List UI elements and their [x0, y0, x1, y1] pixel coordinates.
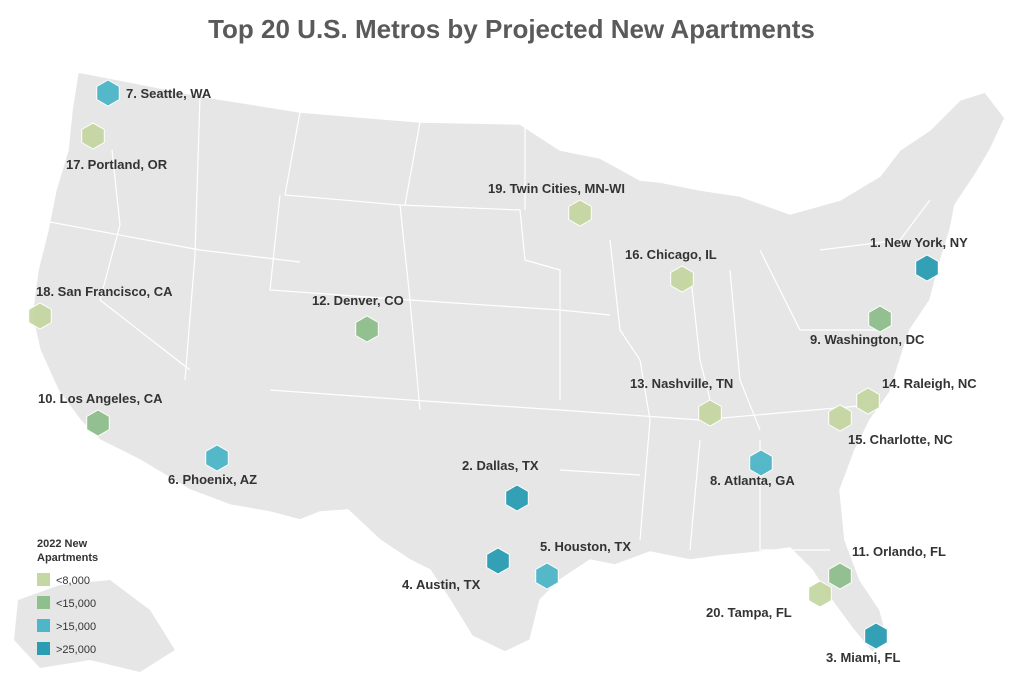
metro-label: 19. Twin Cities, MN-WI — [488, 181, 625, 196]
metro-label: 4. Austin, TX — [402, 577, 481, 592]
metro-label: 15. Charlotte, NC — [848, 432, 953, 447]
metro-marker — [828, 562, 852, 590]
us-landmass — [31, 71, 1006, 654]
metro-marker — [96, 79, 120, 107]
metro-label: 9. Washington, DC — [810, 332, 925, 347]
legend-label: <15,000 — [56, 598, 96, 610]
metro-label: 2. Dallas, TX — [462, 458, 539, 473]
metro-label: 16. Chicago, IL — [625, 247, 717, 262]
metro-label: 11. Orlando, FL — [852, 544, 946, 559]
legend-title-line2: Apartments — [37, 552, 98, 564]
legend-label: >15,000 — [56, 621, 96, 633]
metro-label: 7. Seattle, WA — [126, 86, 212, 101]
legend-swatch — [37, 596, 50, 609]
metro-marker — [698, 399, 722, 427]
metro-labels: 1. New York, NY 2. Dallas, TX 3. Miami, FL… — [36, 86, 977, 665]
legend: 2022 New Apartments <8,000 <15,000 >15,0… — [37, 538, 98, 656]
legend-swatch — [37, 619, 50, 632]
metro-label: 10. Los Angeles, CA — [38, 391, 163, 406]
metro-marker — [749, 449, 773, 477]
map-title: Top 20 U.S. Metros by Projected New Apar… — [208, 14, 815, 44]
legend-swatch — [37, 642, 50, 655]
metro-label: 6. Phoenix, AZ — [168, 472, 257, 487]
metro-marker — [864, 622, 888, 650]
metro-marker — [486, 547, 510, 575]
metro-label: 18. San Francisco, CA — [36, 284, 173, 299]
metro-marker — [205, 444, 229, 472]
metro-marker — [828, 404, 852, 432]
metro-marker — [915, 254, 939, 282]
alaska-landmass — [14, 580, 175, 672]
metro-label: 13. Nashville, TN — [630, 376, 733, 391]
metro-marker — [868, 305, 892, 333]
metro-marker — [81, 122, 105, 150]
metro-markers — [28, 79, 939, 650]
metro-label: 3. Miami, FL — [826, 650, 900, 665]
metro-marker — [86, 409, 110, 437]
state-borders — [49, 95, 931, 551]
metro-marker — [670, 265, 694, 293]
metro-marker — [568, 199, 592, 227]
metro-marker — [535, 562, 559, 590]
metro-label: 5. Houston, TX — [540, 539, 631, 554]
metro-label: 17. Portland, OR — [66, 157, 168, 172]
metro-label: 12. Denver, CO — [312, 293, 404, 308]
metro-marker — [355, 315, 379, 343]
legend-title-line1: 2022 New — [37, 538, 88, 550]
legend-swatch — [37, 573, 50, 586]
legend-label: >25,000 — [56, 644, 96, 656]
metro-label: 8. Atlanta, GA — [710, 473, 795, 488]
metro-label: 14. Raleigh, NC — [882, 376, 977, 391]
metro-label: 1. New York, NY — [870, 235, 968, 250]
metro-marker — [808, 580, 832, 608]
metro-marker — [856, 387, 880, 415]
metro-label: 20. Tampa, FL — [706, 605, 792, 620]
metro-marker — [505, 484, 529, 512]
metro-marker — [28, 302, 52, 330]
legend-label: <8,000 — [56, 575, 90, 587]
